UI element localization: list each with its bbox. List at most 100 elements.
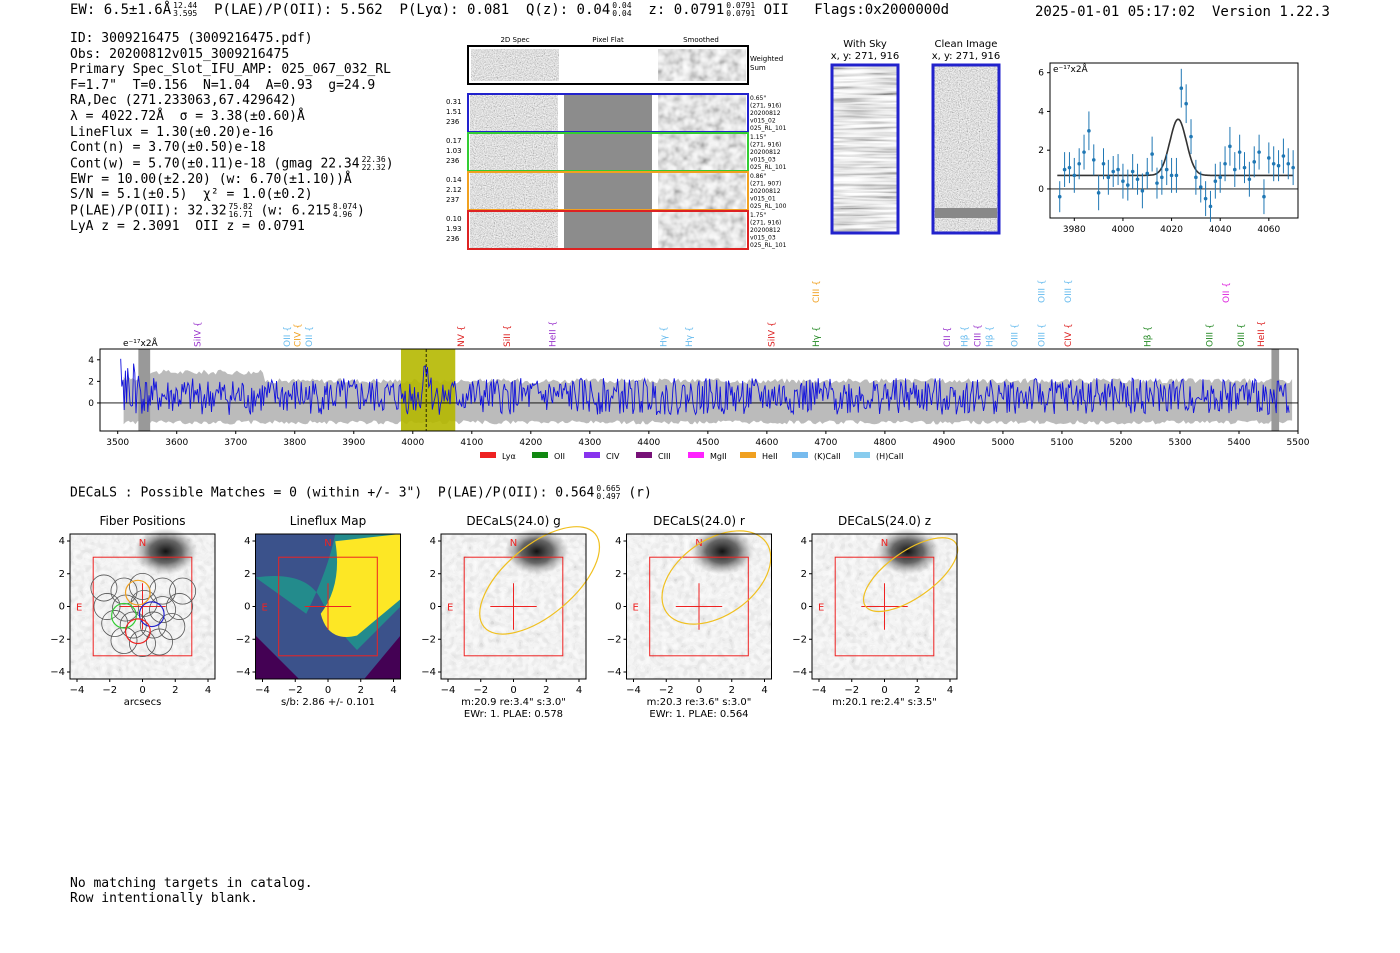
spec-xtick: 3600: [165, 438, 188, 448]
fit-point: [1169, 173, 1174, 178]
search-box: [278, 556, 378, 657]
decals-xtick: −2: [659, 685, 674, 696]
fit-xtick: 4060: [1257, 225, 1280, 235]
decals-xtick: −2: [473, 685, 488, 696]
decals-panel-title: Fiber Positions: [99, 514, 185, 528]
cutout-right-r4: v015_02: [750, 118, 776, 125]
decals-ytick: 2: [615, 569, 621, 580]
line-marker-label: Hγ {: [685, 326, 695, 347]
header-z: z: 0.0791: [648, 2, 725, 18]
fit-ylabel: e⁻¹⁷x2Å: [1053, 63, 1089, 75]
fit-point: [1242, 165, 1247, 170]
decals-xtick: 0: [881, 685, 887, 696]
spec-xtick: 3700: [224, 438, 247, 448]
fit-point: [1164, 167, 1169, 172]
legend-swatch: [688, 452, 704, 458]
spec-xtick: 3900: [342, 438, 365, 448]
decals-xtick: 4: [576, 685, 582, 696]
line-marker-label: SiIV {: [193, 321, 203, 347]
line-marker-label: CIV {: [294, 323, 304, 347]
fit-point: [1111, 169, 1116, 174]
spectrum-line: [120, 358, 1290, 416]
cutout-right-r2: (271, 916): [750, 103, 781, 110]
cutout-right-r2: (271, 916): [750, 142, 781, 149]
line-marker-label: OIII {: [1011, 323, 1021, 347]
decals-ytick: 4: [244, 536, 250, 547]
fit-point: [1194, 175, 1198, 180]
footer-line-1: No matching targets in catalog.: [70, 876, 313, 891]
decals-ytick: −4: [792, 667, 807, 678]
fit-point: [1067, 165, 1072, 170]
fit-point: [1155, 181, 1159, 185]
fit-point: [1237, 150, 1242, 154]
cutout-right-r5: 025_RL_101: [750, 125, 787, 132]
line-marker-label: Hβ {: [985, 326, 995, 347]
decals-panel-title: DECaLS(24.0) r: [653, 514, 745, 528]
decals-xtick: −2: [288, 685, 303, 696]
spec-xtick: 4300: [578, 438, 601, 448]
sky-images: With Sky x, y: 271, 916 Clean Image x, y…: [830, 39, 1001, 235]
decals-ytick: 4: [615, 536, 621, 547]
fit-ytick: 0: [1038, 185, 1044, 195]
sum-label: Sum: [750, 64, 766, 72]
decals-xtick: 4: [947, 685, 953, 696]
cutout-right-r3: 20200812: [750, 227, 781, 234]
decals-xtick: 4: [205, 685, 211, 696]
cutout-right-r4: v015_03: [750, 235, 776, 242]
decals-ytick: −4: [50, 667, 65, 678]
decals-caption-1: m:20.1 re:2.4" s:3.5": [832, 697, 937, 708]
col-2d-spec: 2D Spec: [500, 36, 529, 44]
north-label: N: [510, 538, 517, 549]
decals-panel-title: DECaLS(24.0) z: [838, 514, 931, 528]
with-sky-title: With Sky: [843, 39, 887, 50]
legend-label: OII: [554, 452, 565, 461]
info-slot: Primary Spec_Slot_IFU_AMP: 025_067_032_R…: [70, 62, 391, 78]
decals-ytick: 0: [244, 602, 250, 613]
decals-caption-1: arcsecs: [124, 697, 162, 708]
spec-xtick: 5500: [1287, 438, 1310, 448]
spec-xtick: 3800: [283, 438, 306, 448]
with-sky-image: [832, 65, 898, 233]
decals-xtick: 0: [139, 685, 145, 696]
clean-image-xy: x, y: 271, 916: [932, 51, 1001, 62]
legend-label: HeII: [762, 452, 778, 461]
fit-point: [1257, 150, 1261, 154]
decals-panel: Fiber Positions N E −4 4 −2 2 0 0 2 −2 4 −4 arcsecs: [50, 514, 216, 708]
decals-ytick: 2: [244, 569, 250, 580]
cutout-right-r1: 1.15": [750, 134, 766, 141]
spec-xtick: 4700: [814, 438, 837, 448]
search-box: [92, 556, 193, 657]
decals-xtick: 4: [761, 685, 767, 696]
spec-ytick: 2: [88, 377, 94, 387]
line-marker-label: Hγ {: [660, 326, 670, 347]
clean-image-title: Clean Image: [935, 39, 998, 50]
decals-xtick: −4: [70, 685, 85, 696]
fit-point: [1096, 191, 1101, 195]
cutout-right-r5: 025_RL_100: [750, 203, 787, 210]
fit-point: [1184, 101, 1188, 106]
spec-xtick: 5000: [991, 438, 1014, 448]
decals-ytick: 0: [801, 602, 807, 613]
search-box: [649, 556, 749, 657]
catalog-footer: No matching targets in catalog. Row inten…: [70, 876, 313, 906]
spec-xtick: 4000: [401, 438, 424, 448]
info-lineflux: LineFlux = 1.30(±0.20)e-16: [70, 124, 274, 140]
decals-panel-title: DECaLS(24.0) g: [466, 514, 560, 528]
decals-xtick: 0: [325, 685, 331, 696]
decals-xtick: −4: [441, 685, 456, 696]
spec-ytick: 4: [88, 356, 94, 366]
fit-point: [1291, 165, 1295, 170]
fit-point: [1252, 160, 1257, 164]
line-marker-label: CIII {: [812, 280, 822, 303]
aperture-ellipse: [862, 537, 959, 613]
decals-ytick: 0: [615, 602, 621, 613]
header-ew-range: 12.44 3.595: [173, 1, 198, 18]
north-label: N: [881, 538, 888, 549]
footer-line-2: Row intentionally blank.: [70, 891, 258, 906]
info-sn: S/N = 5.1(±0.5) χ² = 1.0(±0.2): [70, 187, 313, 203]
masked-zone: [1271, 349, 1280, 431]
legend-label: CIII: [658, 452, 671, 461]
cutout-left-l3: 237: [446, 196, 459, 204]
legend-label: MgII: [710, 452, 727, 461]
line-marker-label: OII {: [1222, 282, 1232, 303]
